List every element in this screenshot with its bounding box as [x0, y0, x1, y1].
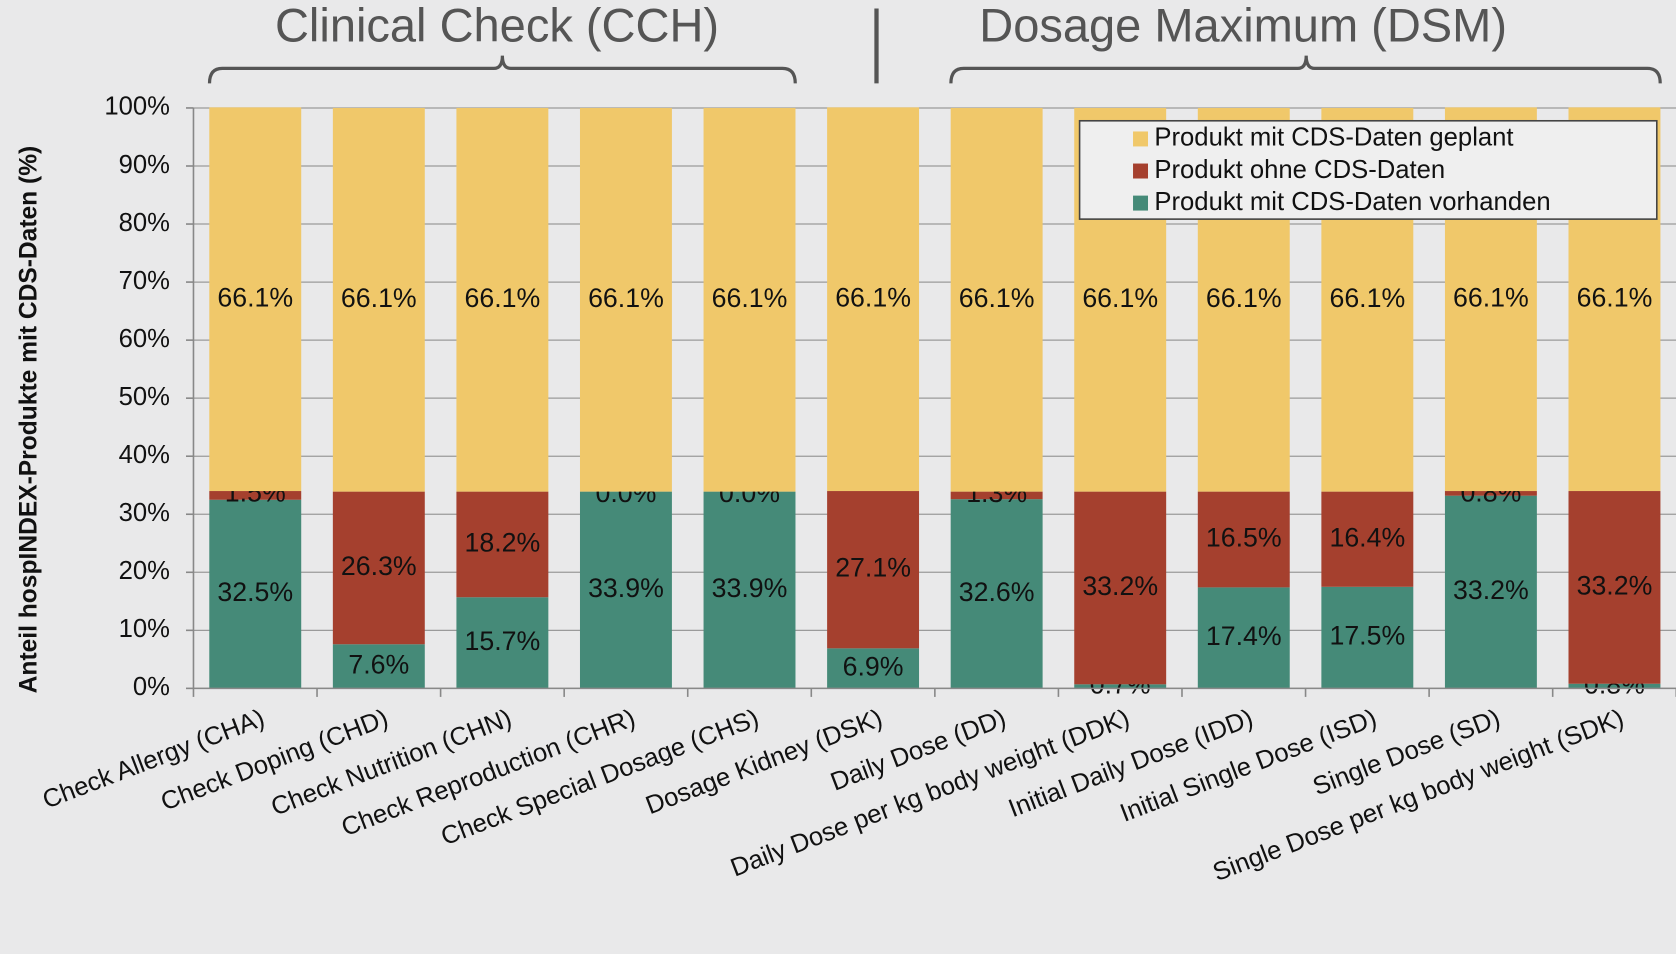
bar-segment [827, 107, 920, 492]
bar-segment [1074, 491, 1167, 685]
data-label: 33.2% [1453, 575, 1529, 605]
bar-segment [1568, 491, 1661, 684]
plot: 0% 10% 20% 30% 40% 50% 60% 70% 80% 90% 100% Anteil … [15, 0, 1676, 887]
data-label: 66.1% [588, 283, 664, 313]
data-label: 16.4% [1329, 522, 1405, 552]
y-tick-label: 20% [119, 557, 170, 585]
data-label: 33.9% [588, 573, 664, 603]
data-label: 66.1% [341, 283, 417, 313]
data-label: 66.1% [1577, 282, 1653, 312]
data-label: 15.7% [465, 626, 541, 656]
legend-box [1078, 119, 1658, 220]
bar-segment [1568, 683, 1661, 689]
bar-segment [332, 107, 425, 492]
data-label: 18.2% [465, 527, 541, 557]
data-label: 33.9% [712, 573, 788, 603]
bar-segment [579, 491, 672, 689]
y-tick-label: 50% [119, 383, 170, 411]
bar-segment [950, 499, 1043, 689]
bar-segment [332, 491, 425, 645]
data-label: 7.6% [348, 649, 409, 679]
legend-swatch [1133, 131, 1148, 147]
data-label: 66.1% [1082, 283, 1158, 313]
bar-segment [332, 644, 425, 689]
legend: Produkt mit CDS-Daten geplant Produkt ohn… [1078, 119, 1658, 220]
data-label: 6.9% [843, 651, 904, 681]
y-axis-label: Anteil hospINDEX-Produkte mit CDS-Daten … [15, 146, 42, 694]
data-label: 17.4% [1206, 621, 1282, 651]
bar-segment [209, 499, 302, 689]
data-label: 32.5% [217, 577, 293, 607]
data-label: 66.1% [217, 282, 293, 312]
y-tick-label: 80% [119, 209, 170, 237]
y-tick-label: 30% [119, 499, 170, 527]
group-bracket [949, 55, 1662, 84]
bar-segment [1197, 491, 1290, 588]
bar-segment [1444, 495, 1537, 689]
bar-segment [456, 597, 549, 689]
y-tick-label: 40% [119, 441, 170, 469]
data-label: 66.1% [1453, 282, 1529, 312]
data-label: 66.1% [465, 283, 541, 313]
y-tick-label: 0% [133, 673, 170, 701]
y-tick-label: 100% [104, 93, 170, 121]
data-label: 26.3% [341, 551, 417, 581]
bar-segment [703, 107, 796, 492]
bar-segment [1321, 491, 1414, 587]
y-tick-label: 70% [119, 267, 170, 295]
data-label: 66.1% [1329, 283, 1405, 313]
bar-segment [456, 491, 549, 598]
legend-label: Produkt mit CDS-Daten vorhanden [1154, 188, 1550, 216]
bar-segment [1197, 587, 1290, 689]
bar-segment [1321, 586, 1414, 689]
data-label: 16.5% [1206, 523, 1282, 553]
y-tick-label: 90% [119, 151, 170, 179]
bar-segment [827, 491, 920, 649]
data-label: 33.2% [1082, 571, 1158, 601]
data-label: 66.1% [835, 282, 911, 312]
y-tick-label: 10% [119, 615, 170, 643]
bar-segment [950, 491, 1043, 500]
bar-segment [456, 107, 549, 492]
bar-segment [827, 648, 920, 689]
data-label: 66.1% [959, 283, 1035, 313]
legend-label: Produkt mit CDS-Daten geplant [1154, 124, 1513, 152]
data-label: 17.5% [1329, 621, 1405, 651]
y-tick-label: 60% [119, 325, 170, 353]
bar-segment [209, 107, 302, 492]
legend-label: Produkt ohne CDS-Daten [1154, 156, 1445, 184]
group-title: Dosage Maximum (DSM) [979, 0, 1507, 51]
group-title: Clinical Check (CCH) [275, 0, 719, 51]
legend-swatch [1133, 195, 1148, 211]
group-bracket [207, 55, 797, 84]
data-label: 32.6% [959, 577, 1035, 607]
legend-swatch [1133, 163, 1148, 179]
bar-segment [1444, 491, 1537, 496]
x-tick-label: Single Dose per kg body weight (SDK) [1209, 704, 1628, 887]
data-label: 66.1% [1206, 283, 1282, 313]
bar-segment [703, 491, 796, 689]
data-label: 66.1% [712, 283, 788, 313]
bar-segment [1074, 684, 1167, 689]
data-label: 33.2% [1577, 570, 1653, 600]
data-label: 27.1% [835, 553, 911, 583]
x-tick-label: Check Allergy (CHA) [39, 704, 269, 814]
bar-segment [579, 107, 672, 492]
bar-segment [950, 107, 1043, 492]
bar-segment [209, 491, 302, 500]
